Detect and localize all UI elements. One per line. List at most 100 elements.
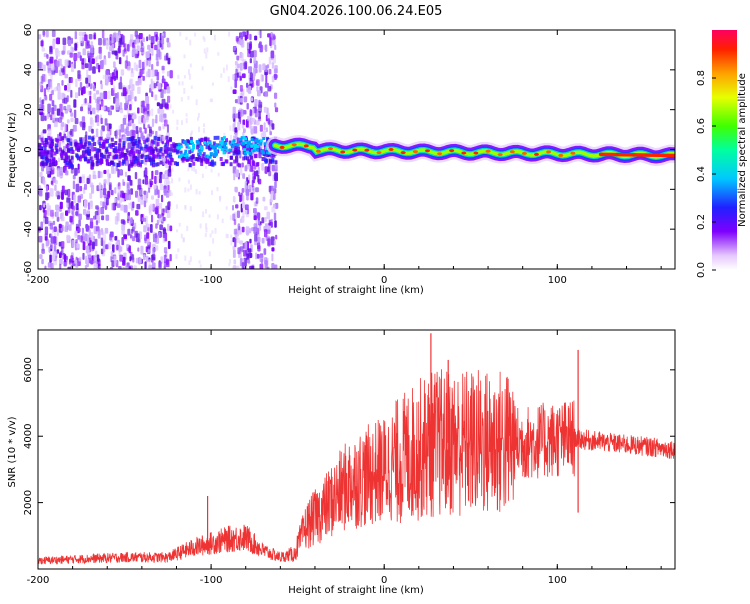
band-speckle — [181, 139, 185, 144]
noise-speckle — [78, 87, 81, 97]
y-tick-label: -20 — [23, 181, 34, 197]
noise-speckle — [242, 202, 245, 209]
band-speckle — [122, 141, 126, 146]
noise-speckle — [120, 69, 125, 76]
noise-speckle — [39, 204, 42, 211]
noise-speckle — [184, 205, 187, 209]
noise-speckle — [211, 190, 213, 195]
noise-speckle — [178, 177, 181, 182]
band-speckle — [50, 150, 54, 155]
snr-frame — [37, 329, 676, 570]
noise-speckle — [157, 43, 161, 52]
noise-speckle — [75, 203, 79, 211]
noise-speckle — [89, 90, 92, 96]
noise-speckle — [231, 266, 234, 269]
noise-speckle — [57, 85, 61, 93]
noise-speckle — [271, 206, 276, 213]
noise-speckle — [45, 30, 49, 38]
band-speckle — [71, 150, 75, 154]
noise-speckle — [69, 130, 73, 135]
noise-speckle — [273, 74, 278, 79]
noise-speckle — [151, 118, 155, 127]
band-speckle — [172, 144, 176, 149]
noise-speckle — [252, 50, 257, 58]
band-speckle — [231, 140, 234, 144]
band-speckle — [169, 147, 173, 152]
noise-speckle — [233, 228, 238, 235]
band-speckle — [74, 142, 78, 147]
band-speckle — [213, 149, 217, 153]
noise-speckle — [255, 170, 259, 177]
noise-speckle — [74, 118, 79, 125]
band-speckle — [101, 154, 105, 159]
band-speckle — [116, 162, 120, 167]
noise-speckle — [86, 83, 89, 88]
noise-speckle — [190, 130, 193, 135]
noise-speckle — [190, 132, 192, 139]
noise-speckle — [258, 110, 261, 120]
x-tick-label: -200 — [27, 575, 50, 586]
noise-speckle — [109, 231, 114, 238]
noise-speckle — [64, 123, 67, 132]
band-speckle — [128, 137, 132, 141]
noise-speckle — [145, 96, 149, 104]
noise-speckle — [66, 119, 70, 124]
noise-speckle — [269, 131, 272, 136]
band-speckle — [229, 162, 233, 167]
noise-speckle — [49, 188, 54, 197]
noise-speckle — [67, 104, 71, 112]
band-speckle — [116, 149, 120, 154]
noise-speckle — [127, 44, 130, 52]
band-speckle — [246, 144, 250, 148]
noise-speckle — [132, 123, 136, 130]
noise-speckle — [59, 166, 63, 176]
noise-speckle — [145, 246, 148, 253]
noise-speckle — [206, 47, 209, 53]
noise-speckle — [241, 195, 245, 202]
noise-speckle — [77, 195, 82, 203]
noise-speckle — [162, 232, 166, 238]
noise-speckle — [222, 67, 225, 73]
band-speckle — [66, 138, 70, 143]
noise-speckle — [146, 238, 150, 245]
band-speckle — [231, 145, 235, 149]
noise-speckle — [143, 225, 147, 233]
noise-speckle — [272, 192, 276, 200]
noise-speckle — [250, 126, 255, 134]
band-speckle — [40, 137, 44, 142]
noise-speckle — [251, 179, 254, 188]
ridge-peak — [352, 148, 358, 152]
noise-speckle — [155, 223, 158, 229]
noise-speckle — [130, 188, 133, 195]
noise-speckle — [154, 94, 158, 101]
noise-speckle — [232, 249, 236, 258]
noise-speckle — [155, 198, 160, 207]
band-speckle — [265, 147, 269, 151]
noise-speckle — [112, 33, 117, 42]
noise-speckle — [70, 265, 73, 269]
band-speckle — [86, 146, 90, 151]
noise-speckle — [163, 261, 166, 269]
noise-speckle — [75, 239, 78, 244]
noise-speckle — [122, 267, 125, 269]
noise-speckle — [239, 75, 242, 81]
noise-speckle — [239, 218, 243, 223]
ridge-peak — [425, 149, 430, 153]
band-speckle — [266, 136, 269, 141]
noise-speckle — [203, 128, 205, 134]
noise-speckle — [67, 131, 70, 137]
noise-speckle — [52, 40, 56, 50]
ridge-peak — [521, 151, 527, 155]
noise-speckle — [184, 255, 187, 261]
noise-speckle — [73, 60, 76, 69]
noise-speckle — [238, 111, 241, 119]
noise-speckle — [232, 106, 236, 115]
noise-speckle — [59, 263, 62, 269]
noise-speckle — [195, 188, 198, 195]
noise-speckle — [103, 58, 107, 66]
noise-speckle — [202, 211, 205, 218]
noise-speckle — [84, 63, 89, 69]
noise-speckle — [47, 103, 51, 113]
noise-speckle — [264, 44, 268, 52]
band-speckle — [222, 143, 226, 147]
